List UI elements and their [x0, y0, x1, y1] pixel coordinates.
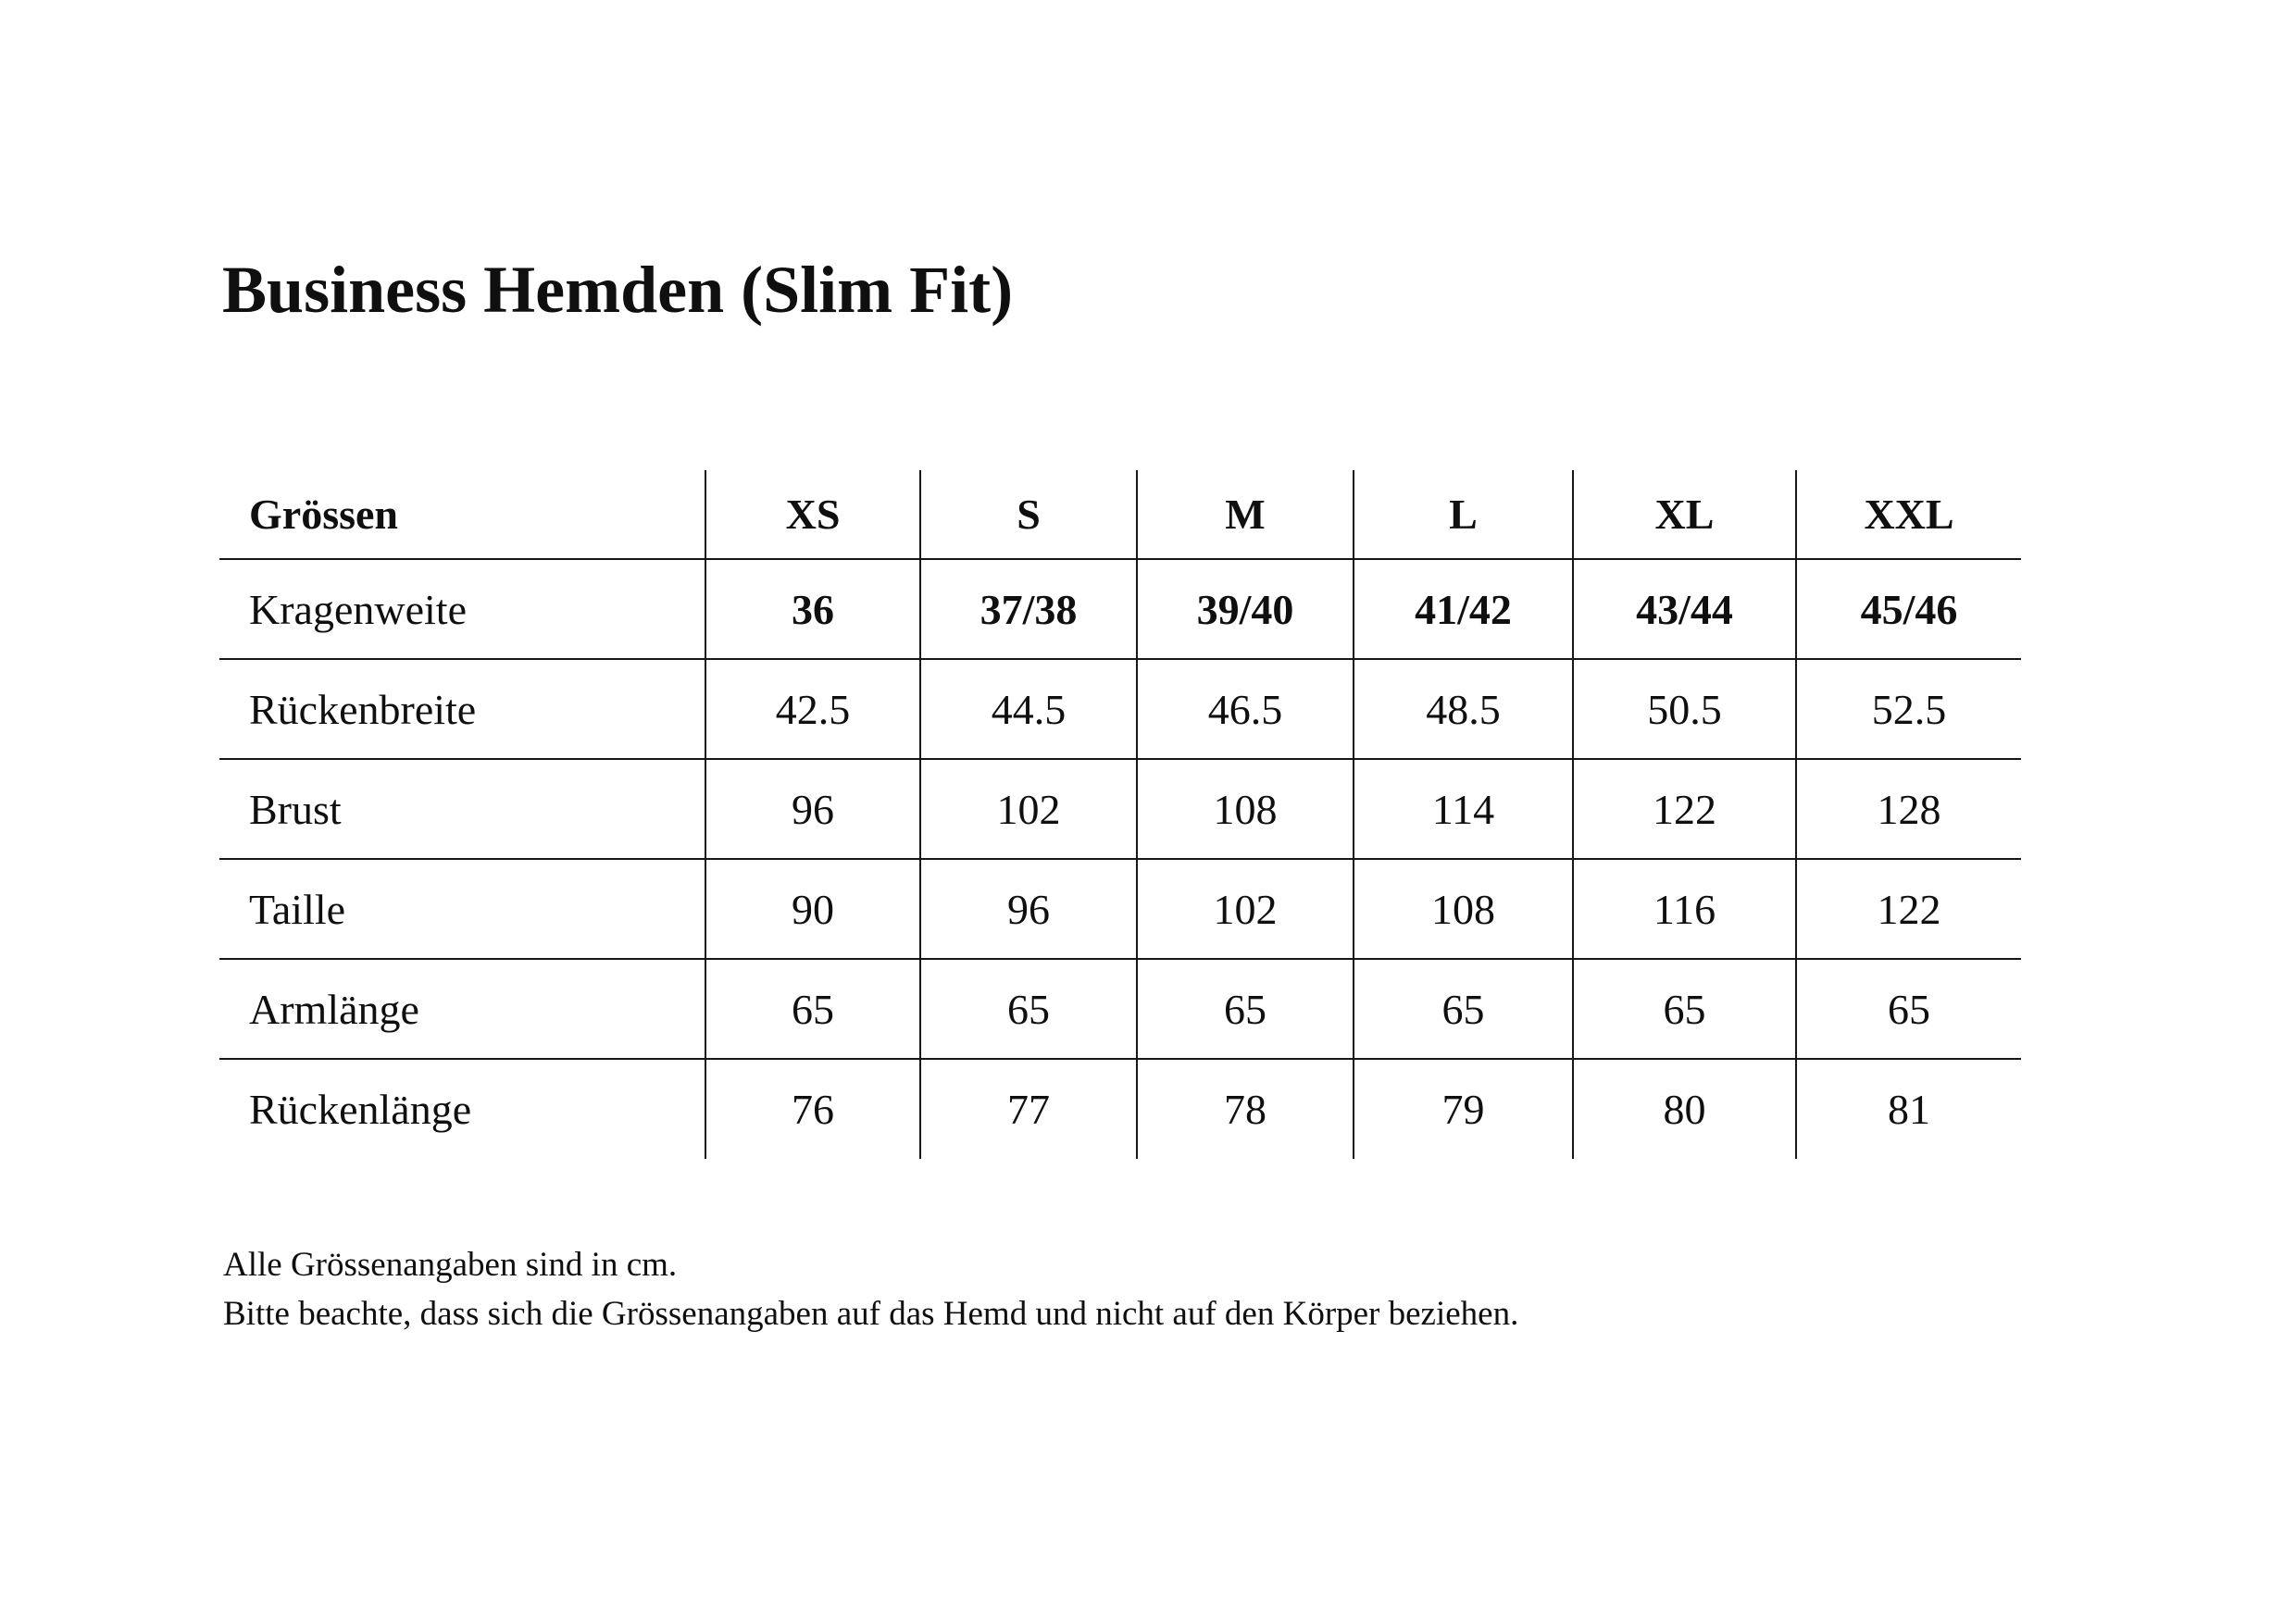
value-cell: 122: [1795, 859, 2021, 960]
value-cell: 44.5: [919, 659, 1137, 760]
value-cell: 108: [1353, 859, 1573, 960]
size-chart-table: Grössen XS S M L XL XXL Kragenweite 36 3…: [219, 470, 2021, 1159]
row-label: Taille: [219, 859, 705, 960]
value-cell: 65: [1795, 959, 2021, 1060]
column-header-m: M: [1136, 470, 1354, 560]
header-row: Grössen XS S M L XL XXL: [219, 470, 2021, 560]
value-cell: 46.5: [1136, 659, 1354, 760]
column-header-xs: XS: [705, 470, 920, 560]
table-row-brust: Brust 96 102 108 114 122 128: [219, 759, 2021, 860]
value-cell: 39/40: [1136, 559, 1354, 660]
column-header-xl: XL: [1572, 470, 1796, 560]
value-cell: 37/38: [919, 559, 1137, 660]
value-cell: 102: [919, 759, 1137, 860]
page-title: Business Hemden (Slim Fit): [222, 253, 1014, 327]
value-cell: 43/44: [1572, 559, 1796, 660]
row-label: Kragenweite: [219, 559, 705, 660]
note-units: Alle Grössenangaben sind in cm.: [223, 1246, 678, 1284]
footnotes: Alle Grössenangaben sind in cm. Bitte be…: [223, 1240, 1518, 1338]
column-header-l: L: [1353, 470, 1573, 560]
value-cell: 116: [1572, 859, 1796, 960]
value-cell: 65: [919, 959, 1137, 1060]
value-cell: 42.5: [705, 659, 920, 760]
value-cell: 81: [1795, 1059, 2021, 1159]
table-row-armlaenge: Armlänge 65 65 65 65 65 65: [219, 959, 2021, 1060]
value-cell: 48.5: [1353, 659, 1573, 760]
table-row-rueckenbreite: Rückenbreite 42.5 44.5 46.5 48.5 50.5 52…: [219, 659, 2021, 760]
value-cell: 45/46: [1795, 559, 2021, 660]
value-cell: 102: [1136, 859, 1354, 960]
value-cell: 52.5: [1795, 659, 2021, 760]
value-cell: 76: [705, 1059, 920, 1159]
value-cell: 65: [1136, 959, 1354, 1060]
column-header-xxl: XXL: [1795, 470, 2021, 560]
value-cell: 80: [1572, 1059, 1796, 1159]
value-cell: 96: [705, 759, 920, 860]
table-row-kragenweite: Kragenweite 36 37/38 39/40 41/42 43/44 4…: [219, 559, 2021, 660]
value-cell: 36: [705, 559, 920, 660]
value-cell: 65: [1353, 959, 1573, 1060]
value-cell: 79: [1353, 1059, 1573, 1159]
value-cell: 77: [919, 1059, 1137, 1159]
value-cell: 65: [1572, 959, 1796, 1060]
value-cell: 90: [705, 859, 920, 960]
note-fit: Bitte beachte, dass sich die Grössenanga…: [223, 1295, 1519, 1333]
value-cell: 78: [1136, 1059, 1354, 1159]
table-row-rueckenlaenge: Rückenlänge 76 77 78 79 80 81: [219, 1059, 2021, 1159]
value-cell: 108: [1136, 759, 1354, 860]
value-cell: 41/42: [1353, 559, 1573, 660]
row-label: Armlänge: [219, 959, 705, 1060]
value-cell: 128: [1795, 759, 2021, 860]
column-header-s: S: [919, 470, 1137, 560]
value-cell: 114: [1353, 759, 1573, 860]
value-cell: 65: [705, 959, 920, 1060]
row-label: Rückenlänge: [249, 1086, 472, 1133]
table-row-taille: Taille 90 96 102 108 116 122: [219, 859, 2021, 960]
value-cell: 122: [1572, 759, 1796, 860]
value-cell: 50.5: [1572, 659, 1796, 760]
row-label: Rückenbreite: [219, 659, 705, 760]
row-label: Brust: [219, 759, 705, 860]
value-cell: 96: [919, 859, 1137, 960]
column-header-groessen: Grössen: [219, 470, 705, 560]
